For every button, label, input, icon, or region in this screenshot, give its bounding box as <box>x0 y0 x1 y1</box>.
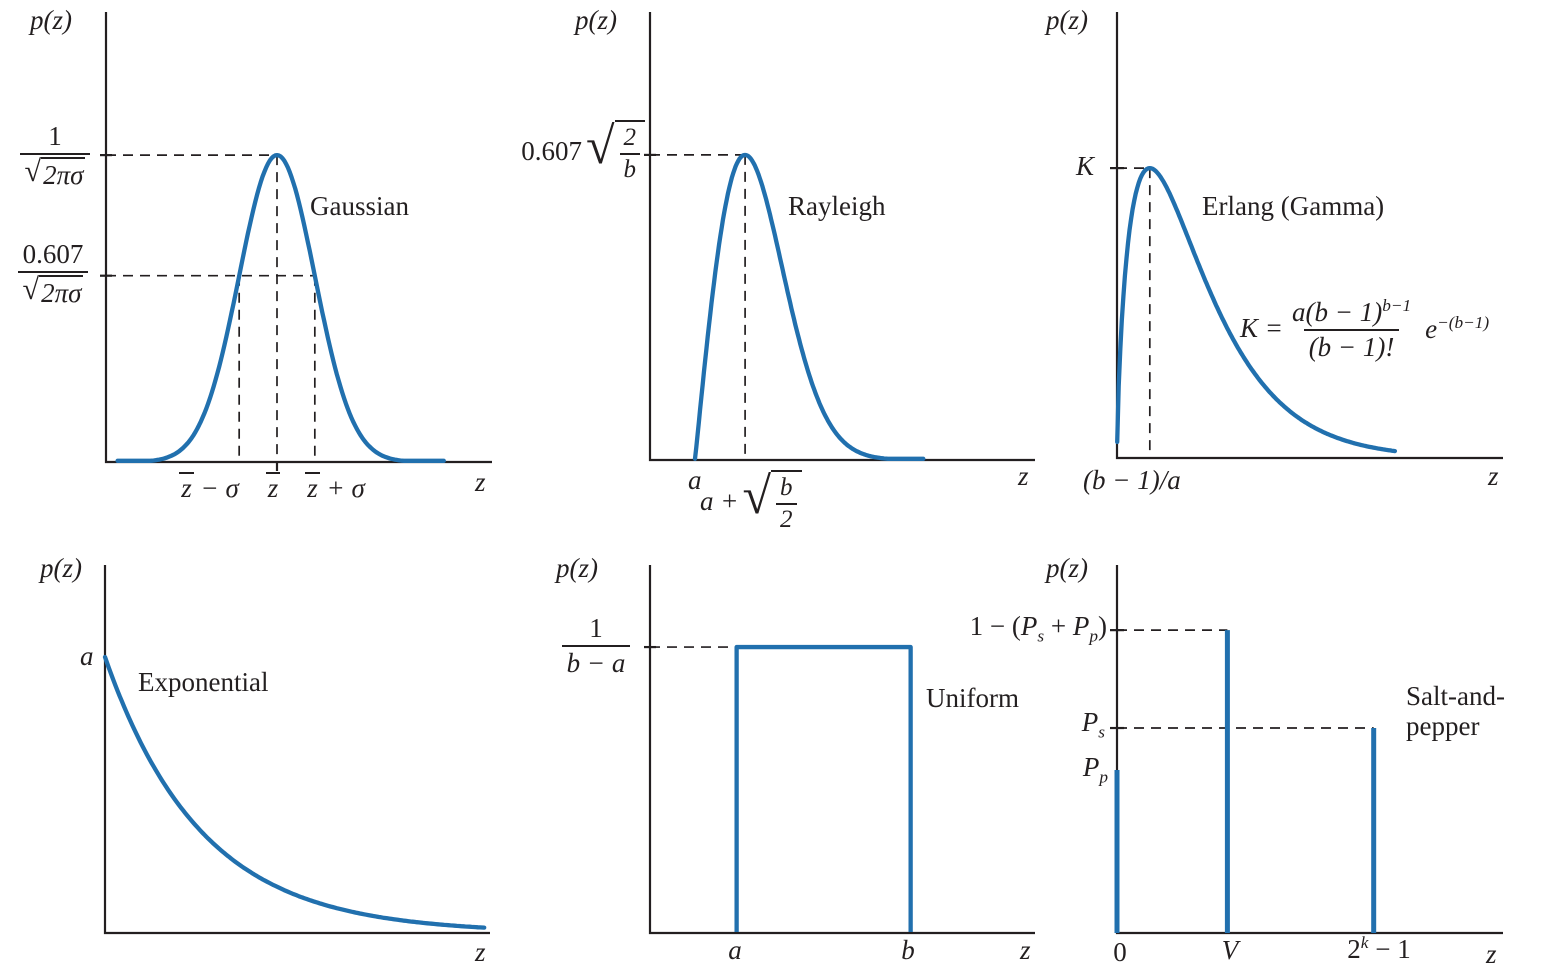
saltpepper-xtick-max: 2k − 1 <box>1347 933 1411 964</box>
rayleigh-peak-value: 0.607 √ 2 b <box>505 120 645 183</box>
erlang-peak-tick: K <box>1076 151 1095 181</box>
sqrt-icon: √ <box>585 118 615 175</box>
gaussian-ylabel: p(z) <box>30 5 72 35</box>
gaussian-curve <box>115 152 446 463</box>
saltpepper-xlabel: z <box>1486 939 1497 969</box>
saltpepper-xtick-zero: 0 <box>1113 937 1127 967</box>
rayleigh-title: Rayleigh <box>788 191 886 221</box>
uniform-level-value: 1 b − a <box>550 613 642 678</box>
gaussian-xtick-plus-sigma: z + σ <box>305 472 365 503</box>
uniform-xtick-a: a <box>728 935 742 965</box>
rayleigh-axes <box>648 12 1035 462</box>
uniform-ylabel: p(z) <box>556 553 598 583</box>
erlang-curve <box>1115 165 1398 454</box>
gaussian-xlabel: z <box>475 467 486 497</box>
rayleigh-xlabel: z <box>1018 461 1029 491</box>
erlang-title: Erlang (Gamma) <box>1202 191 1385 221</box>
saltpepper-level-top: 1 − (Ps + Pp) <box>969 611 1107 646</box>
saltpepper-xtick-v: V <box>1221 935 1239 965</box>
erlang-formula: K = a(b − 1)b−1 (b − 1)! e−(b−1) <box>1240 296 1490 362</box>
rayleigh-xtick-mode: a + √ b 2 <box>700 470 802 533</box>
uniform-xtick-b: b <box>901 935 915 965</box>
sqrt-icon: √ <box>24 153 42 188</box>
gaussian-level-radicand: 2πσ <box>39 274 84 307</box>
gaussian-peak-numerator: 1 <box>48 121 62 151</box>
gaussian-level-value: 0.607 √ 2πσ <box>4 239 102 307</box>
uniform-rect <box>734 644 913 932</box>
gaussian-peak-value: 1 √ 2πσ <box>10 121 100 189</box>
gaussian-title: Gaussian <box>310 191 409 221</box>
uniform-title: Uniform <box>926 683 1019 713</box>
sqrt-icon: √ <box>22 271 40 306</box>
exponential-curve <box>102 654 487 930</box>
erlang-xlabel: z <box>1488 461 1499 491</box>
gaussian-level-numerator: 0.607 <box>22 239 84 269</box>
exponential-xlabel: z <box>475 937 486 967</box>
saltpepper-ylabel: p(z) <box>1046 553 1088 583</box>
erlang-axes <box>1115 12 1503 460</box>
gaussian-axes <box>104 12 492 464</box>
erlang-ylabel: p(z) <box>1046 5 1088 35</box>
rayleigh-peak-coefficient: 0.607 <box>521 135 582 166</box>
saltpepper-level-pp: Pp <box>1082 752 1108 787</box>
erlang-xtick-mode: (b − 1)/a <box>1083 465 1181 495</box>
gaussian-peak-radicand: 2πσ <box>41 156 86 189</box>
exponential-ytick-a: a <box>80 641 94 671</box>
rayleigh-curve <box>692 152 926 461</box>
rayleigh-ylabel: p(z) <box>575 5 617 35</box>
exponential-axes <box>103 565 490 935</box>
exponential-ylabel: p(z) <box>40 553 82 583</box>
uniform-axes <box>648 565 1035 935</box>
saltpepper-level-ps: Ps <box>1081 707 1105 742</box>
exponential-title: Exponential <box>138 667 269 697</box>
sqrt-icon: √ <box>742 468 772 525</box>
gaussian-xtick-minus-sigma: z − σ <box>179 472 239 503</box>
erlang-formula-lhs: K = <box>1240 313 1283 344</box>
rayleigh-xtick-a: a <box>688 465 702 495</box>
saltpepper-title: Salt-and- pepper <box>1406 681 1505 741</box>
saltpepper-axes <box>1115 565 1503 935</box>
uniform-xlabel: z <box>1020 935 1031 965</box>
gaussian-xtick-mean: z <box>265 472 281 503</box>
